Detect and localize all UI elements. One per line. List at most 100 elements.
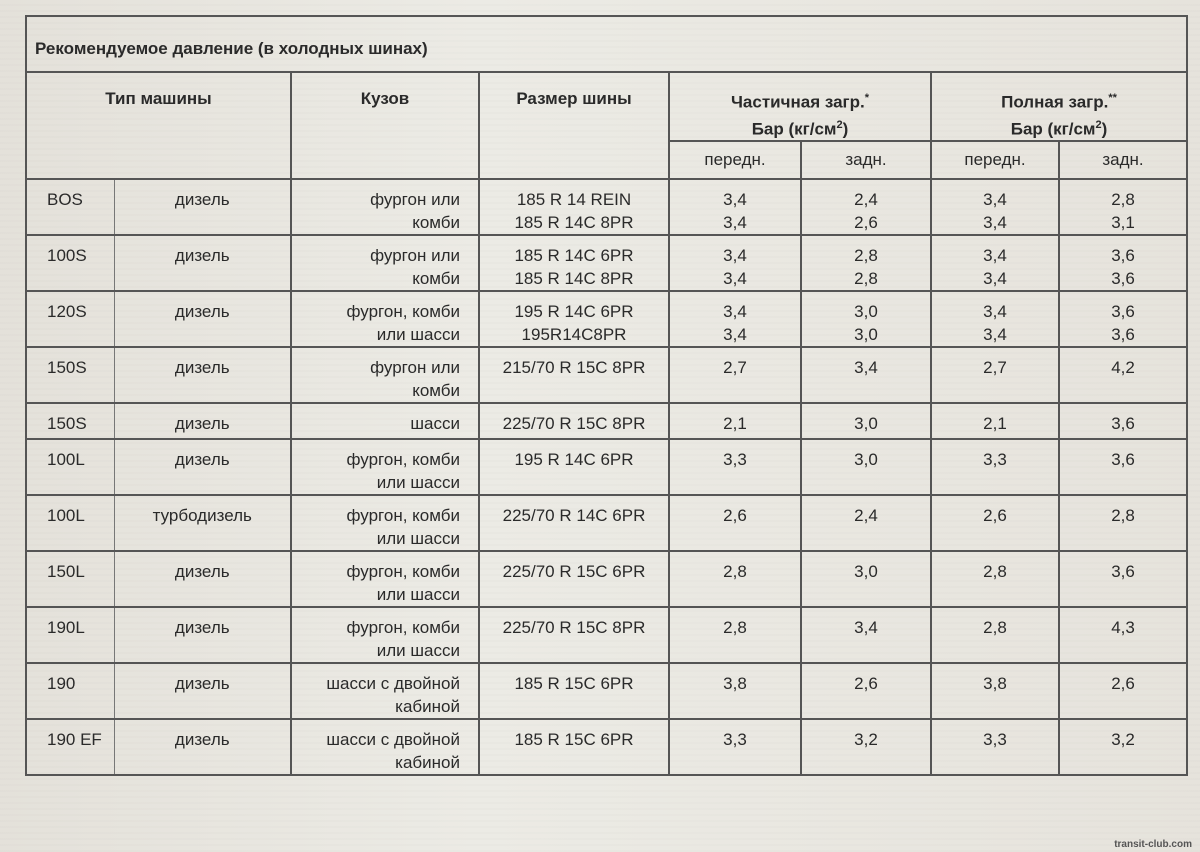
model-cell: 100L — [25, 438, 115, 497]
partial-front-text: 3,4 — [723, 302, 747, 322]
full-rear-text: 3,6 — [1111, 325, 1135, 345]
full-front-text: 2,7 — [983, 358, 1007, 378]
model-text: 190 EF — [47, 730, 102, 750]
engine-text: дизель — [174, 358, 230, 378]
model-cell: 150L — [25, 550, 115, 609]
body-text: кабиной — [395, 697, 460, 717]
partial-rear-text: 3,0 — [854, 302, 878, 322]
table-row: 190L дизель фургон, комби или шасси 225/70 R… — [25, 606, 1189, 665]
unit-label: Бар (кг/см — [751, 119, 837, 139]
full-front-text: 3,4 — [983, 302, 1007, 322]
model-text: BOS — [47, 190, 83, 210]
full-front-cell: 2,8 — [930, 550, 1060, 609]
partial-rear-cell: 2,4 — [800, 494, 932, 553]
full-rear-cell: 4,2 — [1057, 346, 1189, 405]
model-text: 120S — [47, 302, 87, 322]
engine-cell: турбодизель — [113, 494, 292, 553]
tire-size-cell: 195 R 14C 6PR — [478, 438, 670, 497]
header-tire-size: Размер шины — [478, 70, 670, 181]
partial-rear-text: 2,8 — [854, 269, 878, 289]
full-rear-text: 3,2 — [1111, 730, 1135, 750]
full-rear-text: 3,6 — [1111, 450, 1135, 470]
full-rear-text: 3,6 — [1111, 269, 1135, 289]
full-front-cell: 2,1 — [930, 402, 1060, 441]
partial-front-cell: 2,8 — [668, 550, 802, 609]
tire-size-cell: 195 R 14C 6PR 195R14C8PR — [478, 290, 670, 349]
model-cell: 100L — [25, 494, 115, 553]
body-text: фургон, комби — [346, 450, 461, 470]
engine-text: дизель — [174, 730, 230, 750]
header-partial-load: Частичная загр.* Бар (кг/см2) — [668, 70, 932, 143]
full-rear-cell: 3,6 3,6 — [1057, 234, 1189, 293]
full-front-text: 2,6 — [983, 506, 1007, 526]
partial-front-text: 2,8 — [723, 562, 747, 582]
full-load-footnote-mark: ** — [1108, 92, 1117, 104]
full-front-text: 2,8 — [983, 562, 1007, 582]
full-rear-cell: 2,6 — [1057, 662, 1189, 721]
header-full-load: Полная загр.** Бар (кг/см2) — [929, 70, 1189, 143]
partial-front-text: 3,4 — [723, 269, 747, 289]
partial-rear-cell: 3,4 — [800, 606, 932, 665]
body-cell: фургон, комби или шасси — [290, 438, 480, 497]
full-front-text: 3,4 — [983, 213, 1007, 233]
full-rear-cell: 3,2 — [1057, 718, 1189, 777]
tire-size-text: 195R14C8PR — [521, 325, 627, 345]
tire-size-text: 215/70 R 15C 8PR — [502, 358, 646, 378]
body-cell: шасси с двойной кабиной — [290, 718, 480, 777]
model-cell: 190 EF — [25, 718, 115, 777]
full-rear-text: 3,6 — [1111, 414, 1135, 434]
partial-front-cell: 3,3 — [668, 438, 802, 497]
partial-rear-cell: 2,6 — [800, 662, 932, 721]
tire-size-cell: 185 R 15C 6PR — [478, 662, 670, 721]
partial-rear-text: 3,4 — [854, 618, 878, 638]
partial-front-text: 2,1 — [723, 414, 747, 434]
engine-text: дизель — [174, 618, 230, 638]
partial-front-text: 2,7 — [723, 358, 747, 378]
body-text: комби — [412, 213, 460, 233]
full-rear-text: 3,6 — [1111, 246, 1135, 266]
tire-size-text: 185 R 14 REIN — [516, 190, 632, 210]
model-text: 100S — [47, 246, 87, 266]
body-text: или шасси — [376, 641, 460, 661]
partial-front-text: 2,8 — [723, 618, 747, 638]
partial-rear-text: 3,0 — [854, 450, 878, 470]
partial-rear-text: 3,0 — [854, 414, 878, 434]
partial-front-cell: 3,4 3,4 — [668, 290, 802, 349]
model-text: 150L — [47, 562, 85, 582]
tire-size-cell: 225/70 R 15C 8PR — [478, 402, 670, 441]
engine-cell: дизель — [113, 662, 292, 721]
tire-size-text: 185 R 15C 6PR — [514, 730, 634, 750]
partial-rear-text: 2,8 — [854, 246, 878, 266]
engine-text: дизель — [174, 190, 230, 210]
engine-cell: дизель — [113, 718, 292, 777]
unit-label: Бар (кг/см — [1010, 119, 1096, 139]
body-cell: фургон, комби или шасси — [290, 550, 480, 609]
full-load-label: Полная загр. — [1001, 92, 1109, 112]
table-row: 100L турбодизель фургон, комби или шасси 225… — [25, 494, 1189, 553]
model-text: 190 — [47, 674, 76, 694]
engine-cell: дизель — [113, 402, 292, 441]
partial-rear-text: 2,4 — [854, 506, 878, 526]
header-full-front: передн. — [930, 140, 1060, 181]
body-cell: фургон, комби или шасси — [290, 606, 480, 665]
engine-cell: дизель — [113, 178, 292, 237]
tire-size-text: 225/70 R 15C 6PR — [502, 562, 646, 582]
body-cell: фургон или комби — [290, 234, 480, 293]
body-cell: фургон или комби — [290, 346, 480, 405]
engine-text: дизель — [174, 562, 230, 582]
full-rear-cell: 3,6 — [1057, 438, 1189, 497]
unit-superscript: 2 — [1095, 118, 1102, 131]
full-front-text: 3,3 — [983, 450, 1007, 470]
body-text: или шасси — [376, 473, 460, 493]
partial-front-text: 3,8 — [723, 674, 747, 694]
full-rear-text: 3,1 — [1111, 213, 1135, 233]
body-cell: шасси с двойной кабиной — [290, 662, 480, 721]
body-text: или шасси — [376, 585, 460, 605]
partial-load-label: Частичная загр. — [730, 92, 865, 112]
full-front-text: 2,1 — [983, 414, 1007, 434]
full-rear-text: 3,6 — [1111, 562, 1135, 582]
header-body: Кузов — [290, 70, 480, 181]
body-text: фургон, комби — [346, 506, 461, 526]
watermark: transit-club.com — [1114, 839, 1192, 850]
tire-size-text: 185 R 14C 6PR — [514, 246, 634, 266]
